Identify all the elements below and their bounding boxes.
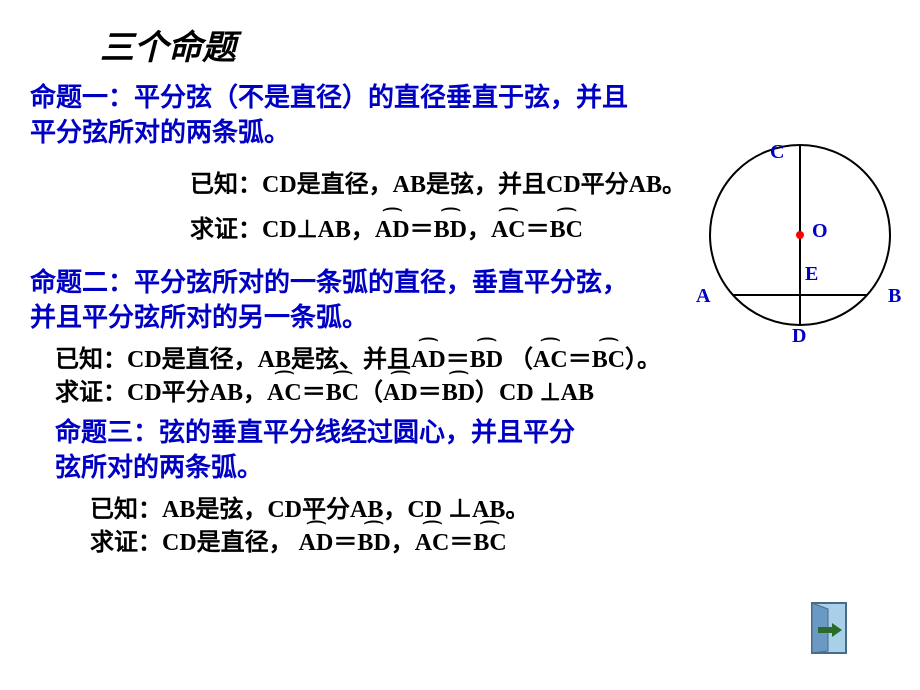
perp-1: CD ⊥AB (499, 380, 594, 406)
eq-6: ＝ (418, 380, 442, 406)
page-title: 三个命题 (100, 20, 236, 69)
arc-ac-1: AC (491, 215, 526, 246)
eq-8: ＝ (449, 530, 473, 556)
label-b: B (888, 285, 901, 308)
prop1-prove-prefix: 求证：CD⊥AB， (190, 217, 375, 243)
prop3-prove: 求证：CD是直径， AD＝BD，AC＝BC (90, 528, 507, 559)
comma-2: ， (391, 530, 415, 556)
slide-root: 三个命题 命题一：平分弦（不是直径）的直径垂直于弦，并且 平分弦所对的两条弧。 … (0, 0, 920, 690)
eq-5: ＝ (302, 380, 326, 406)
arc-ac-2: AC (533, 345, 568, 376)
arc-bd-4: BD (357, 528, 390, 559)
label-c: C (770, 141, 784, 164)
circle-diagram: C O E A B D (690, 135, 910, 355)
prop3-line1: 命题三：弦的垂直平分线经过圆心，并且平分 (55, 418, 575, 447)
arc-bd-1: BD (434, 215, 467, 246)
arc-ac-3: AC (267, 378, 302, 409)
comma-1: ， (467, 217, 491, 243)
prop1: 命题一：平分弦（不是直径）的直径垂直于弦，并且 平分弦所对的两条弧。 (30, 80, 628, 150)
center-dot (796, 231, 804, 239)
prop3: 命题三：弦的垂直平分线经过圆心，并且平分 弦所对的两条弧。 (55, 415, 575, 485)
lp-1: （ (503, 347, 533, 373)
arc-bc-1: BC (550, 215, 583, 246)
prop2-line2: 并且平分弦所对的另一条弧。 (30, 303, 368, 332)
rp-2: ） (475, 380, 499, 406)
label-d: D (792, 325, 806, 348)
label-e: E (805, 263, 818, 286)
arc-bc-3: BC (326, 378, 359, 409)
eq-2: ＝ (526, 217, 550, 243)
prop1-line1: 命题一：平分弦（不是直径）的直径垂直于弦，并且 (30, 83, 628, 112)
prop2-prove-prefix: 求证：CD平分AB， (55, 380, 267, 406)
arc-ad-4: AD (299, 528, 334, 559)
door-exit-icon[interactable] (808, 601, 850, 655)
circle-svg (690, 135, 910, 355)
arc-ad-3: AD (383, 378, 418, 409)
label-a: A (696, 285, 710, 308)
label-o: O (812, 220, 828, 243)
prop1-line2: 平分弦所对的两条弧。 (30, 118, 290, 147)
arc-bd-3: BD (442, 378, 475, 409)
rp-1: ）。 (625, 347, 661, 373)
arc-bc-2: BC (592, 345, 625, 376)
eq-7: ＝ (333, 530, 357, 556)
arc-ac-4: AC (415, 528, 450, 559)
lp-2: （ (359, 380, 383, 406)
prop2-line1: 命题二：平分弦所对的一条弧的直径，垂直平分弦， (30, 268, 628, 297)
arc-ad-1: AD (375, 215, 410, 246)
prop2-prove: 求证：CD平分AB，AC＝BC（AD＝BD）CD ⊥AB (55, 378, 594, 409)
arc-bc-4: BC (473, 528, 506, 559)
prop3-line2: 弦所对的两条弧。 (55, 453, 263, 482)
prop3-prove-prefix: 求证：CD是直径， (90, 530, 299, 556)
eq-1: ＝ (410, 217, 434, 243)
eq-4: ＝ (568, 347, 592, 373)
prop1-prove: 求证：CD⊥AB，AD＝BD，AC＝BC (190, 215, 583, 246)
